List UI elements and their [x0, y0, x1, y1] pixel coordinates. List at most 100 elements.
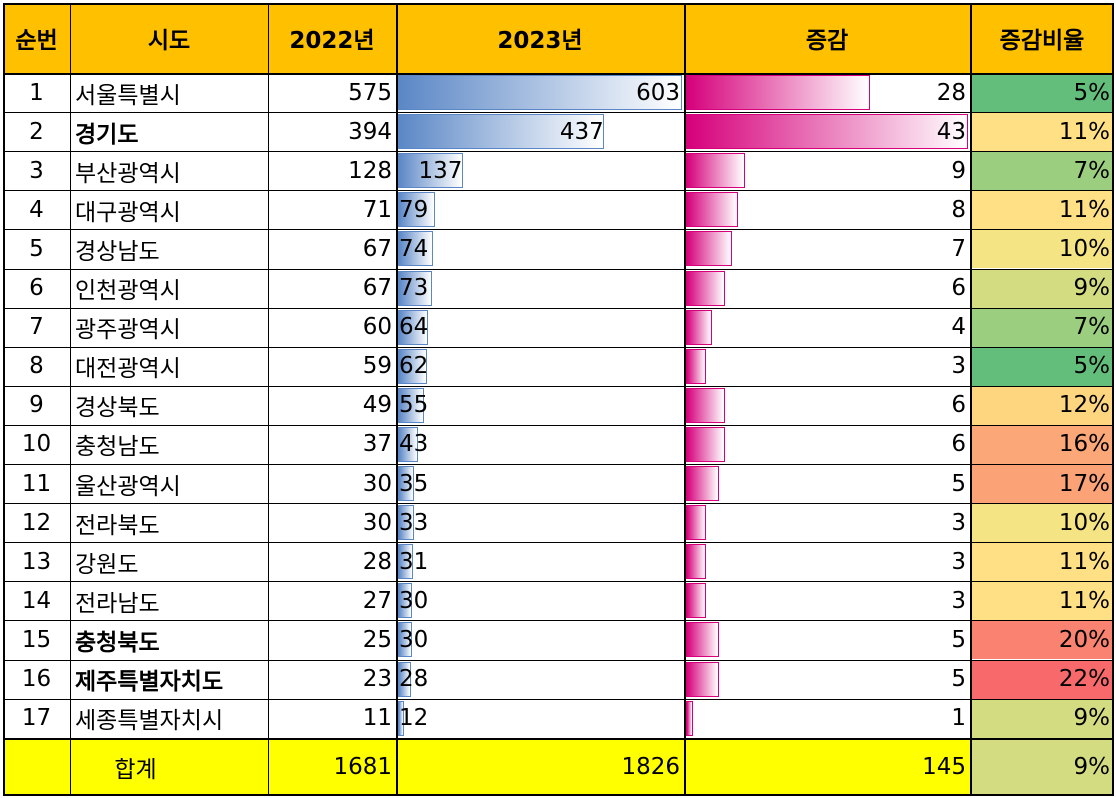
value-2023-cell[interactable]: 79: [396, 190, 684, 229]
ratio-cell[interactable]: 17%: [970, 464, 1114, 504]
change-cell[interactable]: 3: [684, 347, 970, 386]
value-2022-cell[interactable]: 30: [362, 470, 392, 497]
region-cell[interactable]: 경기도: [75, 121, 139, 148]
value-2022-cell[interactable]: 59: [362, 353, 392, 380]
change-cell[interactable]: 1: [684, 699, 970, 738]
grid-line-vertical: [1112, 3, 1114, 796]
grid-line-horizontal: [3, 229, 1114, 231]
ratio-cell[interactable]: 9%: [970, 268, 1114, 308]
region-cell[interactable]: 경상남도: [75, 238, 160, 265]
ratio-cell[interactable]: 7%: [970, 151, 1114, 191]
value-2023-cell[interactable]: 74: [396, 229, 684, 268]
ratio-cell[interactable]: 10%: [970, 503, 1114, 543]
change-cell[interactable]: 43: [684, 112, 970, 151]
header-change[interactable]: 증감: [684, 3, 970, 73]
value-2022-cell[interactable]: 23: [362, 666, 392, 693]
rank-cell: 13: [21, 548, 52, 575]
region-cell[interactable]: 충청남도: [75, 434, 160, 461]
value-2023-cell[interactable]: 43: [396, 425, 684, 464]
header-region[interactable]: 시도: [70, 3, 268, 73]
ratio-cell[interactable]: 11%: [970, 542, 1114, 582]
header-rank[interactable]: 순번: [3, 3, 70, 73]
region-cell[interactable]: 부산광역시: [75, 160, 181, 187]
region-cell[interactable]: 전라남도: [75, 590, 160, 617]
value-2023-cell[interactable]: 35: [396, 464, 684, 503]
region-cell[interactable]: 대전광역시: [75, 356, 181, 383]
value-2023-cell[interactable]: 31: [396, 542, 684, 581]
data-bar-change: [686, 231, 732, 267]
change-cell[interactable]: 7: [684, 229, 970, 268]
total-change[interactable]: 145: [684, 737, 970, 796]
change-cell[interactable]: 3: [684, 581, 970, 620]
change-cell[interactable]: 9: [684, 151, 970, 190]
change-cell[interactable]: 4: [684, 308, 970, 347]
value-2023-cell[interactable]: 603: [396, 73, 684, 112]
region-cell[interactable]: 세종특별자치시: [75, 708, 224, 735]
change-cell[interactable]: 5: [684, 620, 970, 659]
change-cell[interactable]: 5: [684, 464, 970, 503]
ratio-cell[interactable]: 11%: [970, 581, 1114, 621]
region-cell[interactable]: 서울특별시: [75, 82, 181, 109]
change-cell[interactable]: 3: [684, 503, 970, 542]
region-cell[interactable]: 충청북도: [75, 629, 160, 656]
total-ratio[interactable]: 9%: [970, 737, 1114, 796]
value-2022-cell[interactable]: 49: [362, 392, 392, 419]
change-cell[interactable]: 28: [684, 73, 970, 112]
value-2022-cell[interactable]: 67: [362, 235, 392, 262]
region-cell[interactable]: 울산광역시: [75, 473, 181, 500]
value-2022-cell[interactable]: 30: [362, 509, 392, 536]
total-2022[interactable]: 1681: [268, 737, 396, 796]
ratio-cell[interactable]: 11%: [970, 112, 1114, 152]
ratio-cell[interactable]: 12%: [970, 385, 1114, 425]
value-2022-cell[interactable]: 71: [362, 196, 392, 223]
value-2023-cell[interactable]: 437: [396, 112, 684, 151]
region-cell[interactable]: 강원도: [75, 551, 139, 578]
value-2022-cell[interactable]: 128: [348, 157, 392, 184]
region-cell[interactable]: 경상북도: [75, 395, 160, 422]
value-2023-cell[interactable]: 64: [396, 308, 684, 347]
change-cell[interactable]: 6: [684, 269, 970, 308]
value-2023-cell[interactable]: 30: [396, 620, 684, 659]
region-cell[interactable]: 전라북도: [75, 512, 160, 539]
value-2022-cell[interactable]: 28: [362, 548, 392, 575]
header-2023[interactable]: 2023년: [396, 3, 684, 73]
value-2023-cell[interactable]: 28: [396, 660, 684, 699]
region-cell[interactable]: 제주특별자치도: [75, 669, 224, 696]
value-2022-cell[interactable]: 27: [362, 587, 392, 614]
value-2022-cell[interactable]: 37: [362, 431, 392, 458]
change-cell[interactable]: 6: [684, 386, 970, 425]
ratio-cell[interactable]: 11%: [970, 190, 1114, 230]
value-2023-cell[interactable]: 73: [396, 269, 684, 308]
total-2023[interactable]: 1826: [396, 737, 684, 796]
change-cell[interactable]: 8: [684, 190, 970, 229]
region-cell[interactable]: 인천광역시: [75, 278, 181, 305]
value-2022-cell[interactable]: 11: [362, 705, 392, 732]
ratio-cell[interactable]: 16%: [970, 424, 1114, 464]
value-2023-cell[interactable]: 33: [396, 503, 684, 542]
value-2023-cell[interactable]: 62: [396, 347, 684, 386]
change-cell[interactable]: 3: [684, 542, 970, 581]
change-cell[interactable]: 6: [684, 425, 970, 464]
value-2023-cell[interactable]: 12: [396, 699, 684, 738]
ratio-cell[interactable]: 7%: [970, 307, 1114, 347]
value-2023-cell[interactable]: 137: [396, 151, 684, 190]
value-2022-cell[interactable]: 67: [362, 275, 392, 302]
change-cell[interactable]: 5: [684, 660, 970, 699]
ratio-cell[interactable]: 22%: [970, 659, 1114, 699]
value-2023-label: 62: [399, 353, 429, 380]
ratio-cell[interactable]: 10%: [970, 229, 1114, 269]
header-2022[interactable]: 2022년: [268, 3, 396, 73]
region-cell[interactable]: 광주광역시: [75, 317, 181, 344]
value-2022-cell[interactable]: 25: [362, 626, 392, 653]
value-2022-cell[interactable]: 575: [348, 79, 392, 106]
ratio-cell[interactable]: 20%: [970, 620, 1114, 660]
value-2023-cell[interactable]: 55: [396, 386, 684, 425]
value-2022-cell[interactable]: 394: [348, 118, 392, 145]
header-ratio[interactable]: 증감비율: [970, 3, 1114, 73]
ratio-cell[interactable]: 5%: [970, 73, 1114, 113]
ratio-cell[interactable]: 9%: [970, 698, 1114, 738]
ratio-cell[interactable]: 5%: [970, 346, 1114, 386]
region-cell[interactable]: 대구광역시: [75, 199, 181, 226]
value-2023-cell[interactable]: 30: [396, 581, 684, 620]
value-2022-cell[interactable]: 60: [362, 314, 392, 341]
